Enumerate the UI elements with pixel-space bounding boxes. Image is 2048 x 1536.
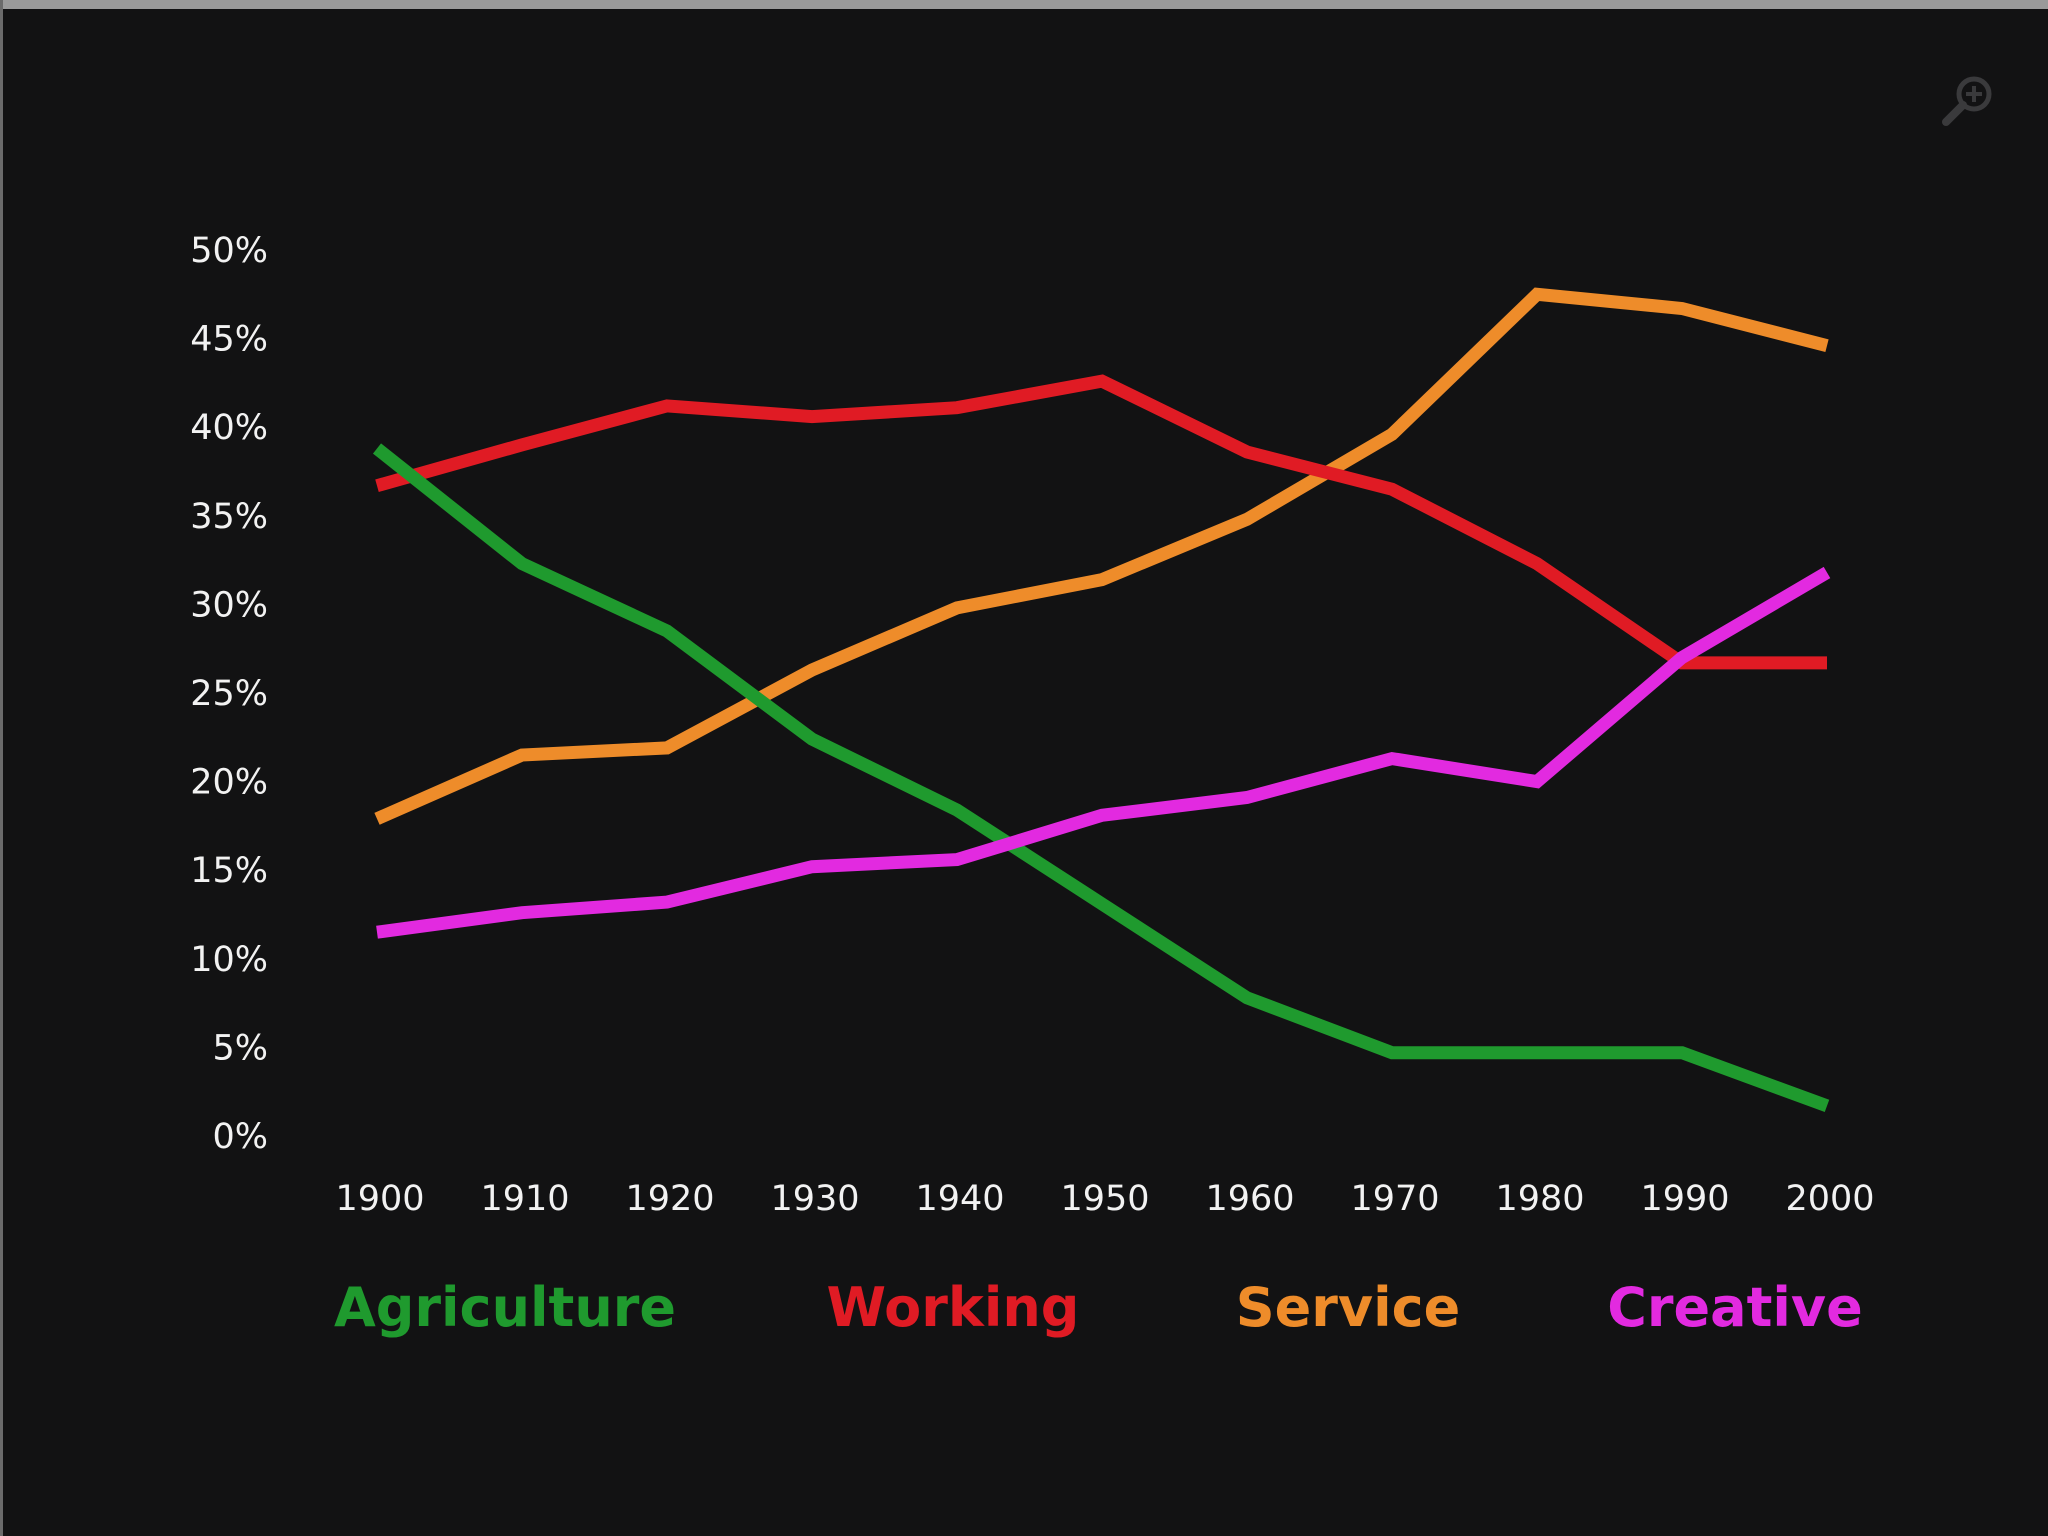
legend-label-agriculture: Agriculture (334, 1276, 676, 1339)
window-left-border (0, 0, 3, 1536)
y-tick-label: 5% (212, 1028, 268, 1068)
x-tick-label: 1950 (1060, 1179, 1149, 1219)
legend-label-creative: Creative (1607, 1276, 1862, 1339)
x-tick-label: 1980 (1495, 1179, 1584, 1219)
legend: Agriculture Working Service Creative (334, 1276, 1863, 1339)
y-tick-label: 15% (190, 851, 268, 891)
y-tick-label: 10% (190, 940, 268, 980)
series-line-agriculture (372, 443, 1830, 1113)
x-tick-label: 2000 (1785, 1179, 1874, 1219)
legend-label-working: Working (827, 1276, 1080, 1339)
series-line-working (375, 374, 1827, 670)
y-tick-label: 50% (190, 231, 268, 271)
window-top-border (0, 0, 2048, 9)
x-tick-label: 1920 (625, 1179, 714, 1219)
y-tick-label: 35% (190, 497, 268, 537)
y-tick-label: 20% (190, 763, 268, 803)
x-tick-label: 1930 (770, 1179, 859, 1219)
y-tick-label: 25% (190, 674, 268, 714)
y-tick-label: 30% (190, 585, 268, 625)
x-axis-tick-labels: 1900 1910 1920 1930 1940 1950 1960 1970 1980 1990… (335, 1179, 1874, 1219)
x-tick-label: 1990 (1640, 1179, 1729, 1219)
y-tick-label: 0% (212, 1117, 268, 1157)
y-tick-label: 45% (190, 320, 268, 360)
x-tick-label: 1900 (335, 1179, 424, 1219)
x-tick-label: 1910 (480, 1179, 569, 1219)
x-tick-label: 1940 (915, 1179, 1004, 1219)
y-axis-tick-labels: 0% 5% 10% 15% 20% 25% 30% 35% 40% 45% 50% (190, 231, 268, 1157)
series-line-service (374, 287, 1829, 825)
legend-label-service: Service (1236, 1276, 1461, 1339)
x-tick-label: 1960 (1205, 1179, 1294, 1219)
series-lines (372, 287, 1831, 1113)
x-tick-label: 1970 (1350, 1179, 1439, 1219)
series-line-creative (376, 566, 1831, 939)
y-tick-label: 40% (190, 408, 268, 448)
zoom-in-icon[interactable] (1938, 72, 1998, 132)
